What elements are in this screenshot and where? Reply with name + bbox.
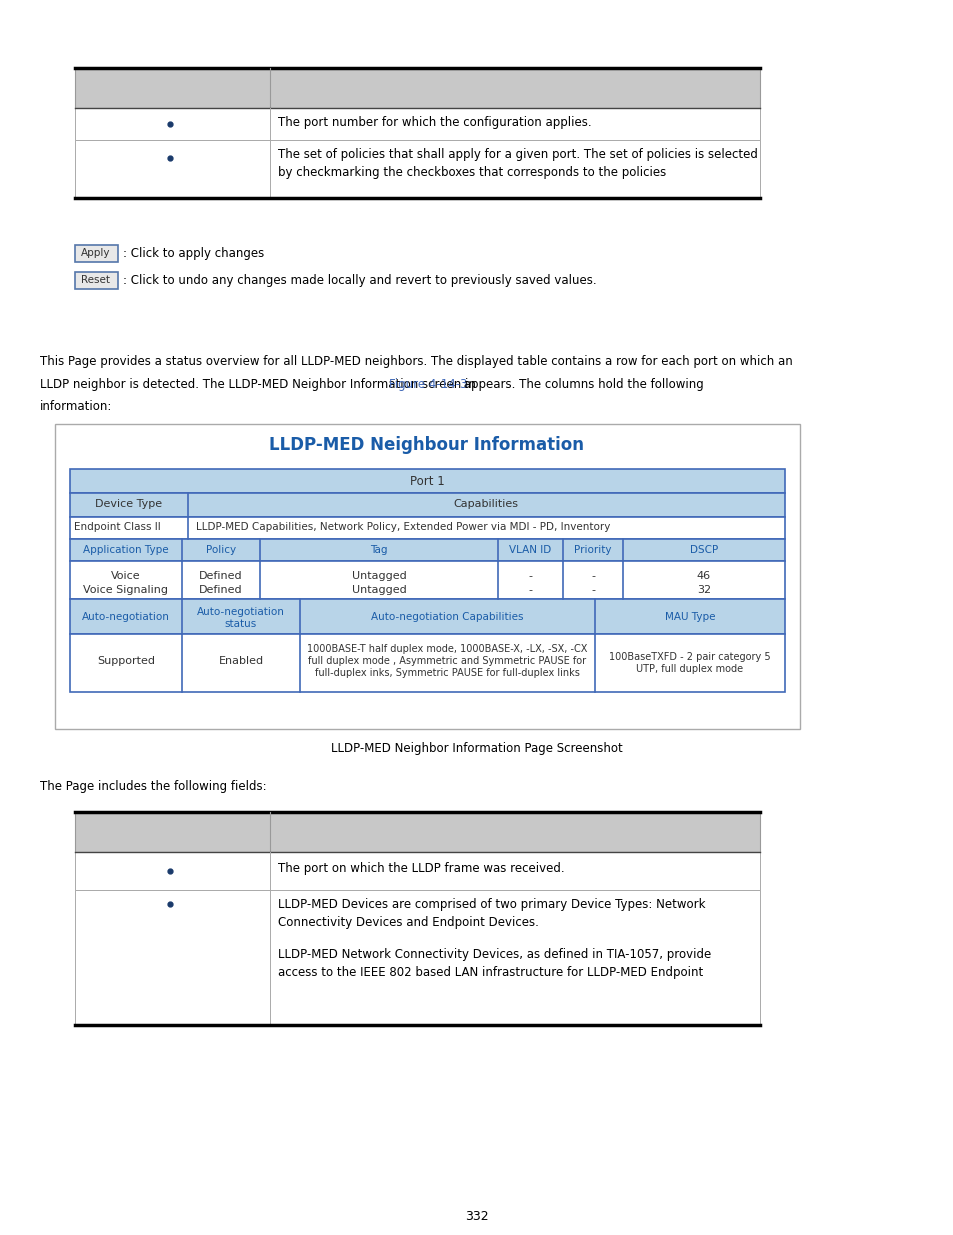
Bar	[70, 493, 784, 517]
Text: appears. The columns hold the following: appears. The columns hold the following	[459, 378, 703, 391]
Text: -: -	[527, 571, 532, 580]
Text: status: status	[225, 619, 257, 629]
Bar	[75, 852, 760, 890]
Text: Untagged: Untagged	[352, 571, 406, 580]
Text: VLAN ID: VLAN ID	[508, 545, 551, 555]
Bar	[75, 272, 118, 289]
Text: Port 1: Port 1	[409, 475, 444, 488]
Bar	[75, 890, 760, 1025]
Text: Tag: Tag	[370, 545, 387, 555]
Text: The port number for which the configuration applies.: The port number for which the configurat…	[277, 116, 591, 128]
Text: : Click to undo any changes made locally and revert to previously saved values.: : Click to undo any changes made locally…	[123, 274, 596, 287]
Bar	[70, 599, 784, 634]
Text: Auto-negotiation: Auto-negotiation	[197, 606, 285, 618]
Text: 1000BASE-T half duplex mode, 1000BASE-X, -LX, -SX, -CX: 1000BASE-T half duplex mode, 1000BASE-X,…	[307, 643, 587, 655]
Text: -: -	[590, 585, 595, 595]
Bar	[75, 68, 760, 107]
Bar	[55, 424, 800, 729]
Text: Auto-negotiation Capabilities: Auto-negotiation Capabilities	[371, 613, 522, 622]
Text: Capabilities: Capabilities	[453, 499, 518, 509]
Text: Voice: Voice	[112, 571, 141, 580]
Text: Application Type: Application Type	[83, 545, 169, 555]
Text: 100BaseTXFD - 2 pair category 5: 100BaseTXFD - 2 pair category 5	[609, 652, 770, 662]
Bar	[75, 245, 118, 262]
Text: Supported: Supported	[97, 656, 154, 666]
Text: : Click to apply changes: : Click to apply changes	[123, 247, 264, 261]
Text: Policy: Policy	[206, 545, 235, 555]
Bar	[70, 634, 784, 692]
Text: Figure 4-14-3: Figure 4-14-3	[389, 378, 467, 391]
Text: access to the IEEE 802 based LAN infrastructure for LLDP-MED Endpoint: access to the IEEE 802 based LAN infrast…	[277, 966, 702, 979]
Text: Apply: Apply	[81, 248, 111, 258]
Text: LLDP-MED Neighbour Information: LLDP-MED Neighbour Information	[269, 436, 584, 454]
Text: 332: 332	[465, 1210, 488, 1223]
Text: Reset: Reset	[81, 275, 111, 285]
Text: full-duplex inks, Symmetric PAUSE for full-duplex links: full-duplex inks, Symmetric PAUSE for fu…	[314, 668, 578, 678]
Text: Connectivity Devices and Endpoint Devices.: Connectivity Devices and Endpoint Device…	[277, 916, 538, 929]
Text: UTP, full duplex mode: UTP, full duplex mode	[636, 664, 742, 674]
Bar	[70, 517, 784, 538]
Text: DSCP: DSCP	[689, 545, 718, 555]
Text: 46: 46	[697, 571, 710, 580]
Text: -: -	[590, 571, 595, 580]
Text: Enabled: Enabled	[218, 656, 263, 666]
Text: LLDP-MED Capabilities, Network Policy, Extended Power via MDI - PD, Inventory: LLDP-MED Capabilities, Network Policy, E…	[195, 522, 610, 532]
Text: Priority: Priority	[574, 545, 611, 555]
Text: full duplex mode , Asymmetric and Symmetric PAUSE for: full duplex mode , Asymmetric and Symmet…	[308, 656, 585, 666]
Text: information:: information:	[40, 400, 112, 412]
Text: The port on which the LLDP frame was received.: The port on which the LLDP frame was rec…	[277, 862, 564, 876]
Text: LLDP-MED Neighbor Information Page Screenshot: LLDP-MED Neighbor Information Page Scree…	[331, 742, 622, 755]
Text: Auto-negotiation: Auto-negotiation	[82, 613, 170, 622]
Text: This Page provides a status overview for all LLDP-MED neighbors. The displayed t: This Page provides a status overview for…	[40, 354, 792, 368]
Text: The set of policies that shall apply for a given port. The set of policies is se: The set of policies that shall apply for…	[277, 148, 757, 161]
Text: LLDP-MED Devices are comprised of two primary Device Types: Network: LLDP-MED Devices are comprised of two pr…	[277, 898, 705, 911]
Text: -: -	[527, 585, 532, 595]
Text: Voice Signaling: Voice Signaling	[84, 585, 169, 595]
Bar	[75, 140, 760, 198]
Text: Device Type: Device Type	[95, 499, 162, 509]
Text: LLDP neighbor is detected. The LLDP-MED Neighbor Information screen in: LLDP neighbor is detected. The LLDP-MED …	[40, 378, 479, 391]
Text: Defined: Defined	[199, 585, 243, 595]
Text: Defined: Defined	[199, 571, 243, 580]
Text: The Page includes the following fields:: The Page includes the following fields:	[40, 781, 266, 793]
Bar	[70, 469, 784, 493]
Text: Endpoint Class II: Endpoint Class II	[74, 522, 161, 532]
Bar	[70, 538, 784, 561]
Text: 32: 32	[697, 585, 710, 595]
Bar	[75, 811, 760, 852]
Text: MAU Type: MAU Type	[664, 613, 715, 622]
Text: by checkmarking the checkboxes that corresponds to the policies: by checkmarking the checkboxes that corr…	[277, 165, 665, 179]
Text: Untagged: Untagged	[352, 585, 406, 595]
Bar	[70, 561, 784, 599]
Text: LLDP-MED Network Connectivity Devices, as defined in TIA-1057, provide: LLDP-MED Network Connectivity Devices, a…	[277, 948, 711, 961]
Bar	[75, 107, 760, 140]
